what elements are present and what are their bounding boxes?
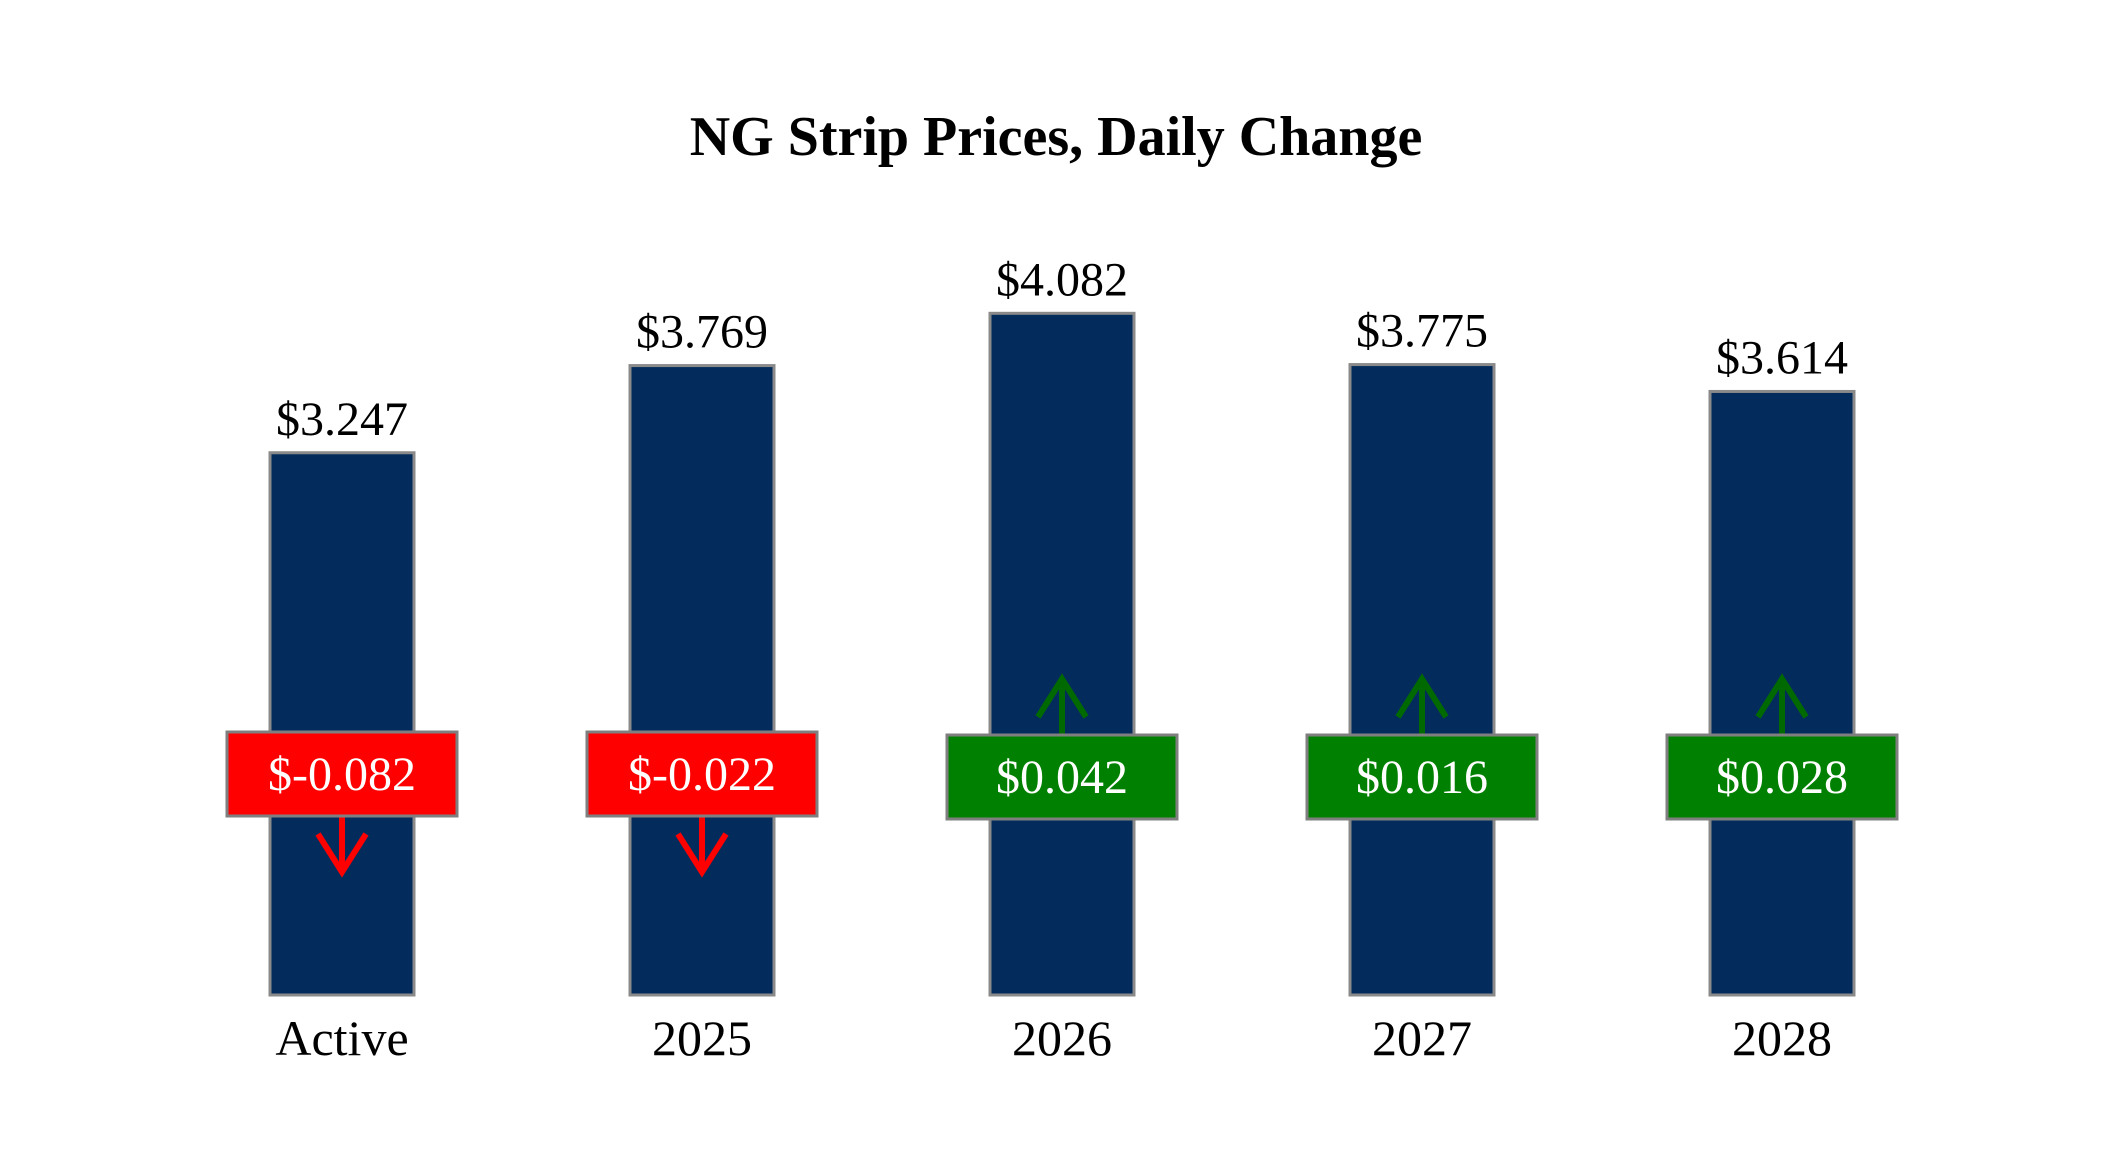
arrow-down-icon-active	[315, 816, 369, 878]
change-label-2026: $0.042	[996, 751, 1128, 804]
change-label-2028: $0.028	[1716, 751, 1848, 804]
category-label-active: Active	[275, 1010, 408, 1066]
category-label-2028: 2028	[1732, 1010, 1832, 1066]
bar-2026	[988, 311, 1136, 997]
arrow-up-icon-2026	[1035, 673, 1089, 735]
value-label-2028: $3.614	[1716, 331, 1848, 384]
change-label-active: $-0.082	[268, 748, 416, 801]
bar-2025	[628, 364, 776, 997]
arrow-up-icon-2027	[1395, 673, 1449, 735]
change-box-2025	[585, 730, 819, 818]
value-label-active: $3.247	[276, 393, 408, 446]
arrow-head	[675, 832, 729, 878]
arrow-head	[1755, 673, 1809, 719]
category-label-2026: 2026	[1012, 1010, 1112, 1066]
bar-active	[268, 451, 416, 997]
chart-title: NG Strip Prices, Daily Change	[690, 106, 1423, 168]
bars-group: $3.247 Active $-0.082 $3.769 2025 $-0.022 $4.0…	[225, 253, 1899, 1066]
arrow-head	[1395, 673, 1449, 719]
change-box-2028	[1665, 733, 1899, 821]
value-label-2026: $4.082	[996, 253, 1128, 306]
change-label-2027: $0.016	[1356, 751, 1488, 804]
change-box-active	[225, 730, 459, 818]
arrow-head	[315, 832, 369, 878]
arrow-down-icon-2025	[675, 816, 729, 878]
category-label-2027: 2027	[1372, 1010, 1472, 1066]
value-label-2025: $3.769	[636, 306, 768, 359]
change-label-2025: $-0.022	[628, 748, 776, 801]
value-label-2027: $3.775	[1356, 305, 1488, 358]
arrow-up-icon-2028	[1755, 673, 1809, 735]
change-box-2027	[1305, 733, 1539, 821]
category-label-2025: 2025	[652, 1010, 752, 1066]
arrow-head	[1035, 673, 1089, 719]
change-box-2026	[945, 733, 1179, 821]
